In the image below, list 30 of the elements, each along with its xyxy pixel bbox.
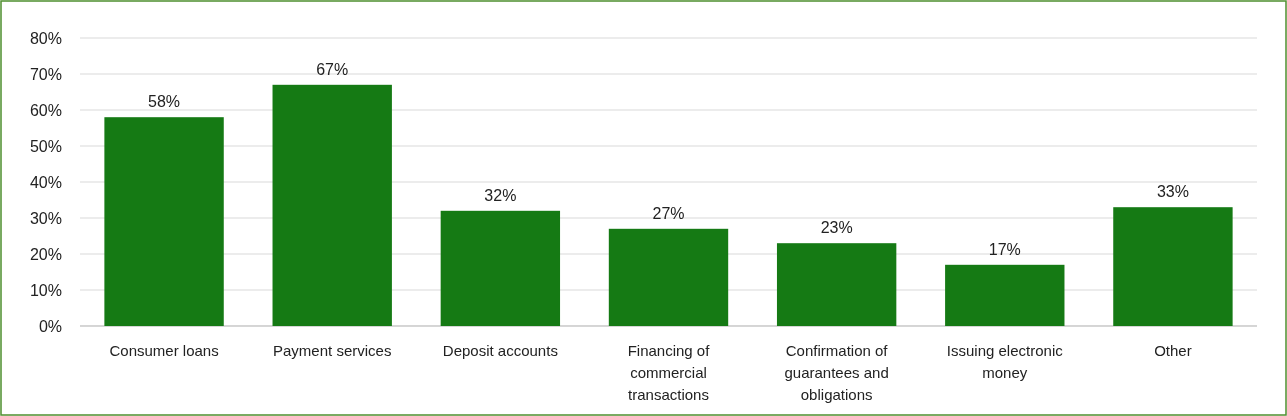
data-label: 67% — [316, 60, 349, 78]
bar — [776, 243, 897, 326]
y-tick-label: 20% — [29, 245, 62, 263]
x-tick-label: Confirmation of guarantees and obligations — [784, 342, 889, 403]
x-tick-label: Deposit accounts — [442, 342, 558, 359]
y-tick-label: 70% — [29, 65, 62, 83]
x-tick-label: Payment services — [273, 342, 392, 359]
data-label: 17% — [988, 240, 1021, 258]
bar — [272, 84, 392, 326]
x-tick-label: Issuing electronic money — [946, 342, 1064, 381]
data-label: 58% — [148, 93, 181, 111]
bar — [945, 264, 1065, 326]
y-tick-label: 40% — [29, 173, 62, 191]
bar — [1113, 207, 1233, 326]
x-tick-label: Consumer loans — [109, 342, 219, 359]
data-label: 33% — [1156, 183, 1189, 201]
y-tick-label: 0% — [38, 317, 62, 335]
bar — [440, 210, 561, 326]
data-label: 32% — [484, 186, 517, 204]
y-tick-label: 60% — [29, 101, 62, 119]
x-tick-label: Financing of commercial transactions — [627, 342, 711, 403]
bar — [104, 117, 224, 326]
data-label: 23% — [820, 219, 853, 237]
data-label: 27% — [652, 204, 685, 222]
y-tick-label: 50% — [29, 137, 62, 155]
x-tick-label: Other — [1154, 342, 1192, 359]
y-tick-label: 80% — [29, 29, 62, 47]
y-tick-label: 10% — [29, 281, 62, 299]
bar — [608, 228, 729, 326]
y-tick-label: 30% — [29, 209, 62, 227]
